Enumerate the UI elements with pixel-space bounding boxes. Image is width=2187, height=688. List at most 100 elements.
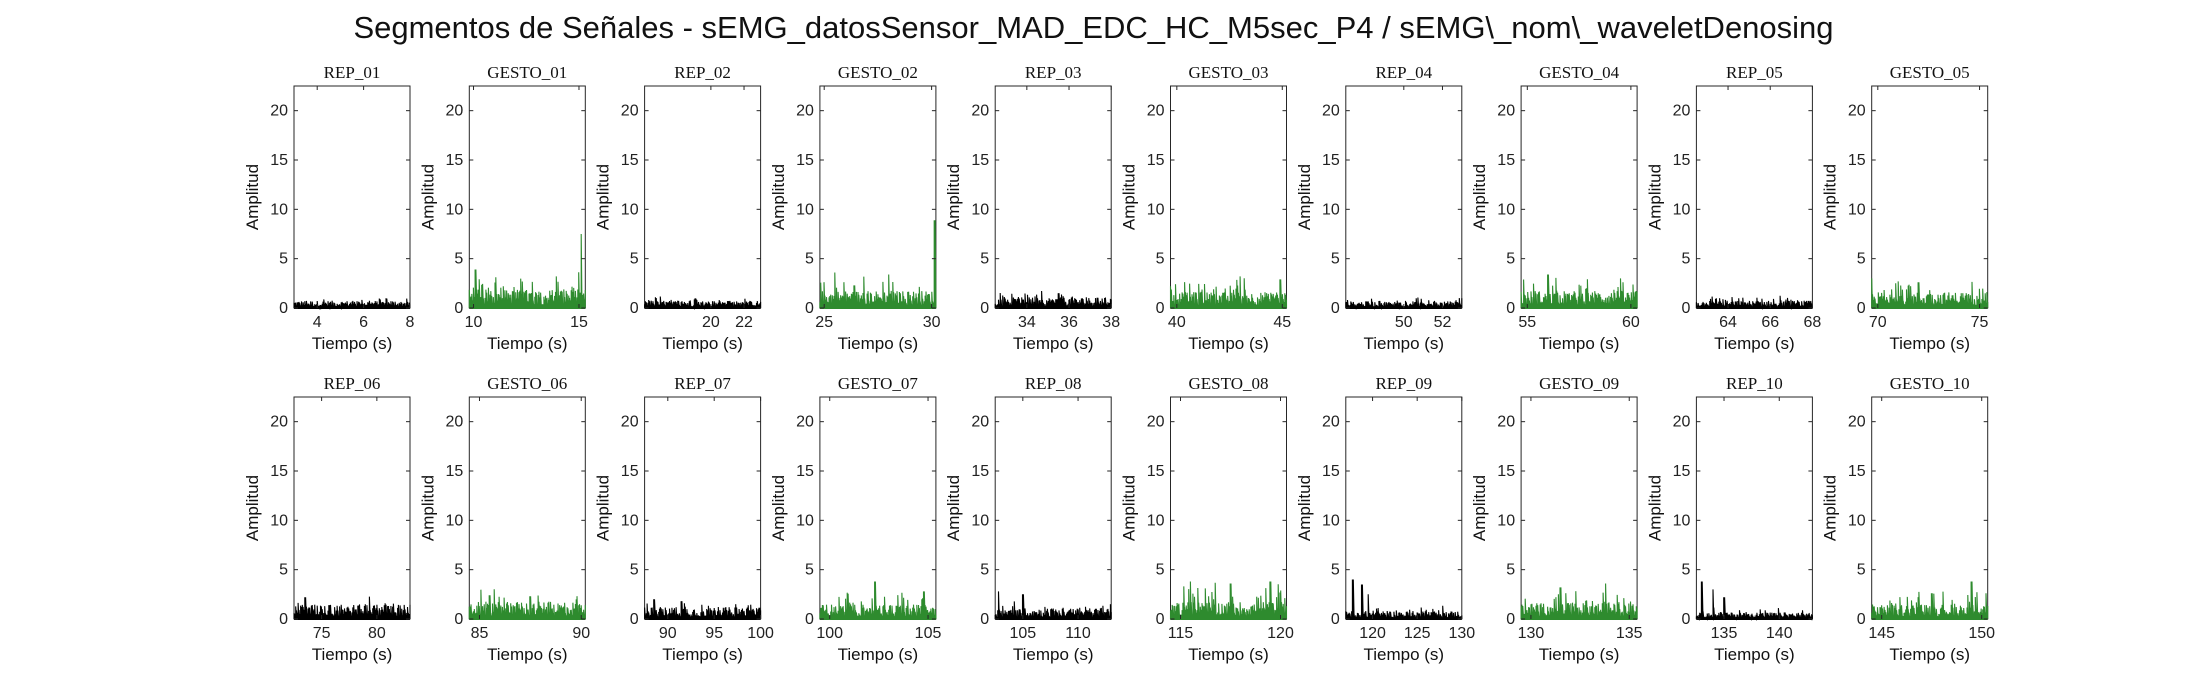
y-tick-label: 0 — [1331, 300, 1340, 317]
panel-title: REP_09 — [1375, 374, 1432, 393]
axes-box — [468, 396, 586, 620]
y-tick-label: 20 — [1147, 103, 1165, 120]
x-tick-label: 10 — [465, 314, 483, 331]
y-tick-label: 20 — [796, 414, 814, 431]
signal-trace — [1169, 581, 1288, 620]
y-tick-label: 5 — [1506, 562, 1515, 579]
y-tick-label: 5 — [630, 562, 639, 579]
y-tick-label: 0 — [805, 611, 814, 628]
x-tick-label: 15 — [570, 314, 588, 331]
y-tick-label: 0 — [1681, 300, 1690, 317]
y-tick-label: 20 — [1322, 103, 1340, 120]
x-axis-label: Tiempo (s) — [312, 334, 393, 353]
panel-title: REP_04 — [1375, 63, 1432, 82]
panel-title: GESTO_05 — [1890, 63, 1970, 82]
panel-title: REP_02 — [674, 63, 731, 82]
y-tick-label: 10 — [270, 512, 288, 529]
x-axis-label: Tiempo (s) — [662, 334, 743, 353]
axes-box — [644, 85, 762, 309]
y-axis-label: Amplitud — [769, 164, 788, 230]
y-tick-label: 0 — [454, 611, 463, 628]
panel-title: GESTO_07 — [838, 374, 918, 393]
y-tick-label: 5 — [1331, 251, 1340, 268]
panel-title: REP_01 — [324, 63, 381, 82]
x-tick-label: 120 — [1359, 625, 1386, 642]
signal-trace — [644, 599, 762, 620]
x-axis-label: Tiempo (s) — [1363, 645, 1444, 664]
y-axis-label: Amplitud — [769, 475, 788, 541]
panel-gesto-04: 0 5 10 15 20 55 60 GESTO_04 Tiempo (s) Amplitud — [1470, 63, 1640, 353]
signal-trace — [819, 581, 937, 620]
axes-box — [994, 396, 1112, 620]
axes-box — [1170, 396, 1287, 620]
y-axis-label: Amplitud — [1645, 164, 1664, 230]
x-tick-label: 75 — [1971, 314, 1989, 331]
y-tick-label: 5 — [1681, 251, 1690, 268]
axes-box — [1170, 85, 1287, 309]
x-tick-label: 115 — [1168, 625, 1194, 642]
y-tick-label: 0 — [1156, 300, 1165, 317]
x-tick-label: 22 — [735, 314, 753, 331]
x-axis-label: Tiempo (s) — [1889, 334, 1970, 353]
y-tick-label: 0 — [980, 611, 989, 628]
x-axis-label: Tiempo (s) — [1188, 645, 1269, 664]
x-tick-label: 20 — [702, 314, 720, 331]
y-tick-label: 5 — [980, 562, 989, 579]
x-axis-label: Tiempo (s) — [838, 334, 919, 353]
panel-title: REP_03 — [1025, 63, 1082, 82]
y-tick-label: 10 — [1322, 512, 1340, 529]
y-tick-label: 0 — [630, 300, 639, 317]
x-tick-label: 130 — [1448, 625, 1475, 642]
y-tick-label: 20 — [1848, 414, 1866, 431]
y-tick-label: 10 — [270, 201, 288, 218]
x-tick-label: 85 — [471, 625, 489, 642]
x-axis-label: Tiempo (s) — [838, 645, 919, 664]
panel-title: GESTO_01 — [487, 63, 567, 82]
y-tick-label: 0 — [1857, 611, 1866, 628]
y-tick-label: 0 — [1331, 611, 1340, 628]
y-tick-label: 5 — [1156, 251, 1165, 268]
figure-title: Segmentos de Señales - sEMG_datosSensor_… — [353, 10, 1834, 45]
y-axis-label: Amplitud — [243, 475, 262, 541]
panel-gesto-09: 0 5 10 15 20 130 135 GESTO_09 Tiempo (s) Amplitud — [1470, 374, 1643, 664]
panel-gesto-05: 0 5 10 15 20 70 75 GESTO_05 Tiempo (s) Amplitud — [1821, 63, 1989, 353]
y-tick-label: 10 — [1848, 512, 1866, 529]
y-tick-label: 15 — [1497, 463, 1515, 480]
panel-gesto-02: 0 5 10 15 20 25 30 GESTO_02 Tiempo (s) Amplitud — [769, 63, 941, 353]
y-axis-label: Amplitud — [1295, 475, 1314, 541]
y-axis-label: Amplitud — [1295, 164, 1314, 230]
y-tick-label: 0 — [1506, 300, 1515, 317]
y-axis-label: Amplitud — [1821, 164, 1840, 230]
panel-gesto-07: 0 5 10 15 20 100 105 GESTO_07 Tiempo (s) Amplitud — [769, 374, 942, 664]
x-axis-label: Tiempo (s) — [1714, 645, 1795, 664]
x-tick-label: 34 — [1018, 314, 1036, 331]
y-axis-label: Amplitud — [594, 475, 613, 541]
x-tick-label: 38 — [1102, 314, 1120, 331]
y-axis-label: Amplitud — [944, 164, 963, 230]
y-tick-label: 10 — [1322, 201, 1340, 218]
y-tick-label: 5 — [1156, 562, 1165, 579]
y-tick-label: 10 — [971, 512, 989, 529]
axes-box — [1345, 396, 1463, 620]
y-tick-label: 5 — [1857, 251, 1866, 268]
y-tick-label: 15 — [1673, 463, 1691, 480]
panel-gesto-08: 0 5 10 15 20 115 120 GESTO_08 Tiempo (s) Amplitud — [1120, 374, 1294, 664]
x-tick-label: 30 — [923, 314, 941, 331]
signal-trace — [1169, 276, 1288, 309]
y-tick-label: 15 — [1497, 152, 1515, 169]
x-tick-label: 145 — [1868, 625, 1895, 642]
y-tick-label: 0 — [805, 300, 814, 317]
y-tick-label: 20 — [1497, 414, 1515, 431]
x-tick-label: 135 — [1711, 625, 1738, 642]
y-tick-label: 5 — [1681, 562, 1690, 579]
panel-gesto-06: 0 5 10 15 20 85 90 GESTO_06 Tiempo (s) Amplitud — [418, 374, 590, 664]
y-axis-label: Amplitud — [1470, 164, 1489, 230]
y-tick-label: 20 — [270, 103, 288, 120]
y-tick-label: 0 — [454, 300, 463, 317]
x-tick-label: 75 — [313, 625, 331, 642]
x-tick-label: 50 — [1395, 314, 1413, 331]
y-tick-label: 10 — [1673, 512, 1691, 529]
x-tick-label: 4 — [313, 314, 322, 331]
x-tick-label: 110 — [1065, 625, 1091, 642]
